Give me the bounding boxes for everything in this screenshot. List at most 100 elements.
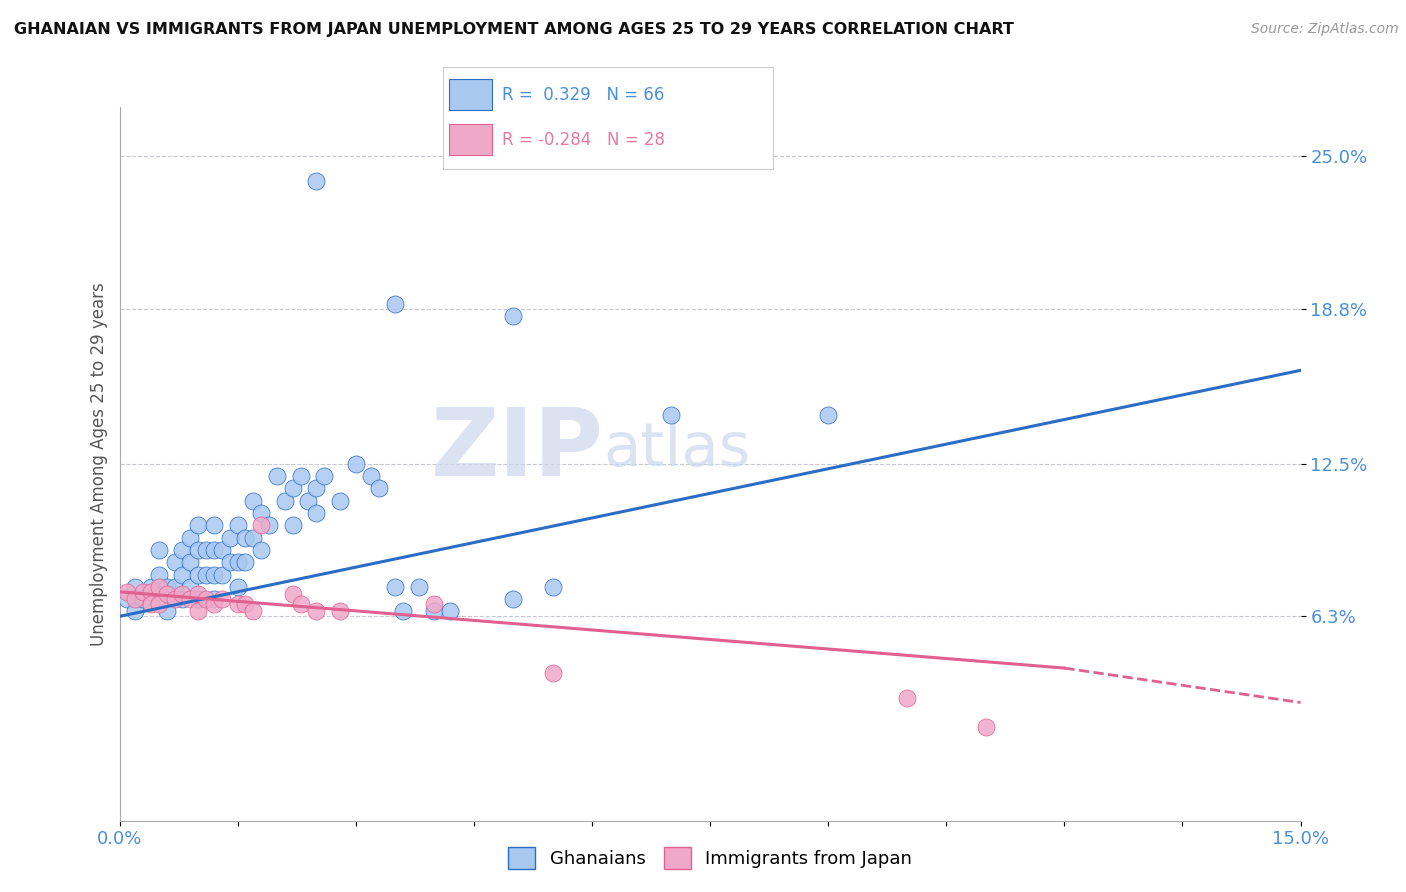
Point: [896, 690, 918, 705]
Point: [329, 493, 352, 508]
Point: [195, 567, 218, 582]
Point: [179, 580, 201, 594]
Point: [817, 408, 839, 422]
Point: [329, 605, 352, 619]
Point: [281, 518, 304, 533]
Point: [187, 587, 209, 601]
Point: [163, 555, 186, 569]
Point: [242, 531, 264, 545]
Point: [541, 580, 564, 594]
Point: [202, 597, 225, 611]
Point: [281, 587, 304, 601]
Point: [218, 555, 240, 569]
FancyBboxPatch shape: [450, 124, 492, 155]
Point: [156, 580, 179, 594]
Point: [195, 543, 218, 558]
Point: [211, 543, 233, 558]
Point: [148, 580, 170, 594]
Point: [242, 493, 264, 508]
Point: [344, 457, 367, 471]
Point: [211, 592, 233, 607]
Text: atlas: atlas: [603, 420, 751, 479]
Point: [235, 597, 257, 611]
FancyBboxPatch shape: [450, 79, 492, 110]
Point: [218, 531, 240, 545]
Point: [423, 597, 446, 611]
Point: [132, 584, 155, 599]
Point: [187, 605, 209, 619]
Point: [202, 518, 225, 533]
Point: [202, 543, 225, 558]
Point: [226, 580, 249, 594]
Point: [187, 567, 209, 582]
Point: [117, 584, 139, 599]
Point: [281, 482, 304, 496]
Point: [384, 297, 406, 311]
Legend: Ghanaians, Immigrants from Japan: Ghanaians, Immigrants from Japan: [501, 839, 920, 876]
Point: [242, 605, 264, 619]
Point: [195, 592, 218, 607]
Point: [305, 506, 328, 520]
Point: [974, 720, 997, 734]
Point: [139, 584, 162, 599]
Point: [502, 309, 524, 323]
Point: [202, 592, 225, 607]
Point: [659, 408, 682, 422]
Point: [226, 597, 249, 611]
Point: [384, 580, 406, 594]
Point: [179, 531, 201, 545]
Point: [187, 543, 209, 558]
Point: [163, 592, 186, 607]
Point: [250, 506, 273, 520]
Point: [148, 567, 170, 582]
Point: [290, 597, 312, 611]
Point: [305, 174, 328, 188]
Point: [172, 567, 194, 582]
Point: [502, 592, 524, 607]
Point: [124, 580, 146, 594]
Point: [172, 592, 194, 607]
Point: [179, 555, 201, 569]
Point: [250, 518, 273, 533]
Text: Source: ZipAtlas.com: Source: ZipAtlas.com: [1251, 22, 1399, 37]
Point: [172, 543, 194, 558]
Point: [187, 592, 209, 607]
Point: [266, 469, 288, 483]
Point: [226, 518, 249, 533]
Point: [148, 543, 170, 558]
Point: [541, 665, 564, 680]
Point: [139, 597, 162, 611]
Point: [235, 555, 257, 569]
Text: ZIP: ZIP: [430, 403, 603, 496]
Point: [156, 587, 179, 601]
Point: [368, 482, 391, 496]
Point: [392, 605, 415, 619]
Point: [202, 567, 225, 582]
Point: [235, 531, 257, 545]
Point: [163, 580, 186, 594]
Point: [124, 592, 146, 607]
Point: [290, 469, 312, 483]
Point: [139, 580, 162, 594]
Point: [172, 587, 194, 601]
Point: [124, 605, 146, 619]
Point: [305, 605, 328, 619]
Point: [148, 597, 170, 611]
Point: [305, 482, 328, 496]
Point: [132, 592, 155, 607]
Point: [156, 605, 179, 619]
Point: [117, 592, 139, 607]
Text: R =  0.329   N = 66: R = 0.329 N = 66: [502, 86, 665, 103]
Point: [360, 469, 382, 483]
Point: [297, 493, 319, 508]
Point: [257, 518, 280, 533]
Text: R = -0.284   N = 28: R = -0.284 N = 28: [502, 131, 665, 149]
Point: [179, 592, 201, 607]
Point: [439, 605, 461, 619]
Y-axis label: Unemployment Among Ages 25 to 29 years: Unemployment Among Ages 25 to 29 years: [90, 282, 108, 646]
Point: [423, 605, 446, 619]
Point: [211, 567, 233, 582]
Point: [187, 518, 209, 533]
Point: [314, 469, 336, 483]
Point: [226, 555, 249, 569]
